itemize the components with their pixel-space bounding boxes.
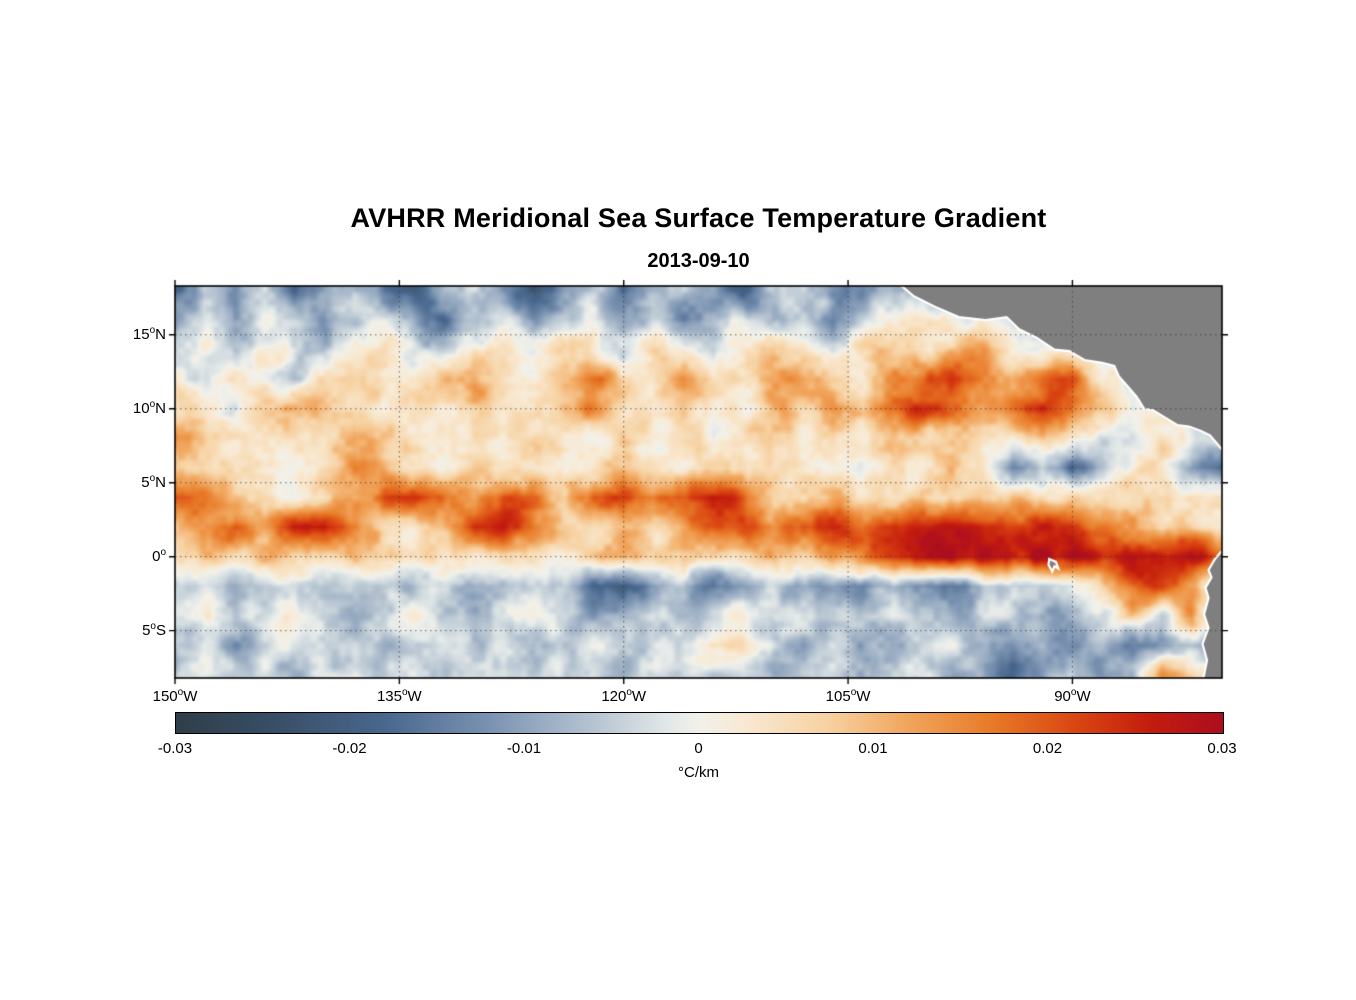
colorbar-tick-label: -0.02 <box>332 740 367 757</box>
colorbar-units-label: °C/km <box>678 764 719 781</box>
chart-title: AVHRR Meridional Sea Surface Temperature… <box>350 203 1047 233</box>
x-axis-tick-label: 135oW <box>376 687 422 705</box>
colorbar-tick-label: 0.01 <box>858 740 888 757</box>
degree-symbol: o <box>1070 687 1077 698</box>
y-axis-tick-label: 5oS <box>142 620 166 639</box>
y-axis-tick-label: 10oN <box>132 398 166 417</box>
degree-symbol: o <box>160 546 166 558</box>
x-axis-tick-label: 150oW <box>152 687 198 705</box>
degree-symbol: o <box>626 687 632 698</box>
colorbar-tick-label: 0.03 <box>1207 740 1237 757</box>
y-axis-tick-label: 0o <box>152 546 166 565</box>
degree-symbol: o <box>149 324 156 336</box>
chart-date-subtitle: 2013-09-10 <box>647 250 750 272</box>
degree-symbol: o <box>177 687 184 698</box>
x-axis-tick-label: 90oW <box>1054 687 1091 705</box>
map-plot-area: 150oW 135oW 120oW 105oW 90oW 15oN 10oN 5oN 0o 5oS <box>133 278 1230 716</box>
y-axis-tick-label: 5oN <box>141 472 166 491</box>
colorbar-tick-label: -0.03 <box>157 740 193 757</box>
x-axis-tick-label: 120oW <box>601 687 647 705</box>
colorbar-tick-label: 0 <box>694 740 703 757</box>
degree-symbol: o <box>850 687 857 698</box>
x-axis-tick-label: 105oW <box>825 687 871 705</box>
colorbar-gradient <box>175 712 1224 734</box>
colorbar-tick-label: -0.01 <box>506 740 542 757</box>
colorbar <box>175 712 1224 734</box>
colorbar-tick-label: 0.02 <box>1032 740 1063 757</box>
sst-gradient-heatmap <box>167 278 1230 716</box>
degree-symbol: o <box>401 687 408 698</box>
y-axis-tick-label: 15oN <box>132 324 166 343</box>
colorbar-tick-labels: -0.03 -0.02 -0.01 0 0.01 0.02 0.03 <box>158 740 1237 761</box>
degree-symbol: o <box>149 398 156 410</box>
degree-symbol: o <box>149 472 156 484</box>
degree-symbol: o <box>150 620 156 632</box>
